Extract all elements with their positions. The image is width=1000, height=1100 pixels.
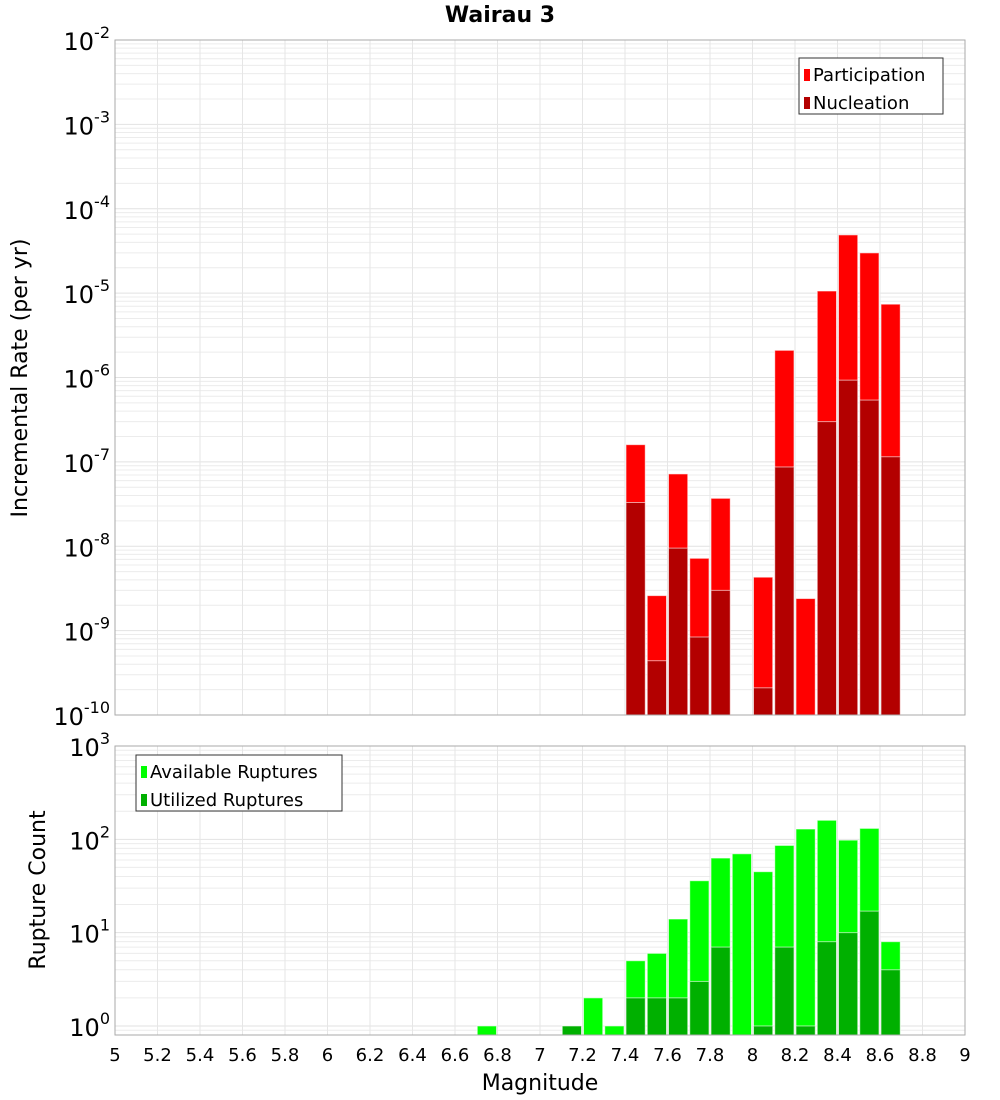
legend-box	[135, 754, 343, 812]
legend-label: Available Ruptures	[150, 762, 318, 783]
bar-nucleation	[646, 660, 667, 716]
y-tick-label: 10-5	[64, 276, 111, 309]
x-tick-label: 5.4	[186, 1045, 215, 1066]
x-tick-label: 6.6	[441, 1045, 470, 1066]
y-tick-label: 10-4	[64, 192, 111, 225]
bar-nucleation	[668, 547, 689, 716]
legend: Available Ruptures Utilized Ruptures	[135, 754, 343, 812]
x-tick-label: 6.8	[483, 1045, 512, 1066]
bar-utilized-ruptures	[838, 932, 859, 1036]
legend-swatch	[141, 794, 147, 806]
y-tick-label: 10-6	[64, 361, 111, 394]
bar-utilized-ruptures	[859, 910, 880, 1036]
y-tick-label: 100	[69, 1009, 110, 1042]
x-tick-label: 6.4	[398, 1045, 427, 1066]
x-tick-label: 7	[534, 1045, 545, 1066]
bar-nucleation	[859, 399, 880, 716]
x-tick-label: 5	[109, 1045, 120, 1066]
legend-label: Utilized Ruptures	[150, 790, 303, 811]
top-panel-rates: 10-2 10-3 10-4 10-5 10-6 10-7 10-8 10-9 10-10 Par…	[53, 23, 966, 731]
bar-participation	[795, 598, 816, 716]
bar-nucleation	[710, 589, 731, 716]
x-tick-label: 8.6	[866, 1045, 895, 1066]
bar-utilized-ruptures	[689, 980, 710, 1036]
x-tick-label: 8.2	[781, 1045, 810, 1066]
bar-utilized-ruptures	[668, 997, 689, 1036]
legend-swatch	[804, 97, 810, 109]
legend-label: Nucleation	[813, 93, 909, 114]
bar-utilized-ruptures	[774, 946, 795, 1036]
top-y-axis-label: Incremental Rate (per yr)	[8, 239, 33, 518]
y-tick-label: 10-2	[64, 23, 111, 56]
plot-border	[114, 745, 966, 1036]
y-tick-label: 102	[69, 822, 110, 855]
bar-available-ruptures	[476, 1025, 497, 1036]
legend-swatch	[141, 766, 147, 778]
bar-nucleation	[838, 379, 859, 716]
chart-title: Wairau 3	[445, 3, 555, 28]
bar-available-ruptures	[583, 997, 604, 1036]
bottom-panel-counts: 103 102 101 100 Available Ruptures Utilized R…	[69, 729, 970, 1066]
plot-border	[114, 39, 966, 716]
bar-available-ruptures	[731, 853, 752, 1036]
bar-utilized-ruptures	[625, 997, 646, 1036]
legend: Participation Nucleation	[798, 57, 944, 115]
legend-box	[798, 57, 944, 115]
bar-nucleation	[816, 421, 837, 716]
y-tick-label: 10-3	[64, 107, 111, 140]
y-tick-label: 101	[69, 916, 110, 949]
bar-nucleation	[753, 687, 774, 716]
x-tick-label: 7.4	[611, 1045, 640, 1066]
bar-nucleation	[625, 502, 646, 716]
bar-utilized-ruptures	[646, 997, 667, 1036]
bar-available-ruptures	[753, 871, 774, 1036]
x-tick-label: 5.6	[228, 1045, 257, 1066]
y-tick-label: 10-8	[64, 529, 111, 562]
y-tick-label: 10-7	[64, 445, 111, 478]
bar-nucleation	[689, 636, 710, 716]
bar-utilized-ruptures	[753, 1025, 774, 1036]
legend-label: Participation	[813, 65, 925, 86]
y-tick-label: 10-9	[64, 614, 111, 647]
x-tick-label: 7.8	[696, 1045, 725, 1066]
bar-utilized-ruptures	[710, 946, 731, 1036]
bar-utilized-ruptures	[795, 1025, 816, 1036]
bar-nucleation	[880, 456, 901, 716]
x-tick-label: 8.4	[823, 1045, 852, 1066]
bar-available-ruptures	[604, 1025, 625, 1036]
y-tick-label: 103	[69, 729, 110, 762]
bar-available-ruptures	[795, 828, 816, 1036]
x-tick-label: 7.6	[653, 1045, 682, 1066]
x-tick-label: 9	[959, 1045, 970, 1066]
bar-utilized-ruptures	[880, 969, 901, 1036]
legend-swatch	[804, 69, 810, 81]
x-tick-label: 6	[322, 1045, 333, 1066]
x-tick-label: 5.2	[143, 1045, 172, 1066]
x-tick-label: 7.2	[568, 1045, 597, 1066]
x-tick-label: 6.2	[356, 1045, 385, 1066]
bar-utilized-ruptures	[561, 1025, 582, 1036]
x-tick-label: 8	[747, 1045, 758, 1066]
bar-nucleation	[774, 466, 795, 716]
x-tick-label: 8.8	[908, 1045, 937, 1066]
y-tick-label: 10-10	[53, 698, 110, 731]
bottom-y-axis-label: Rupture Count	[26, 810, 51, 970]
x-axis-label: Magnitude	[482, 1071, 599, 1096]
x-tick-label: 5.8	[271, 1045, 300, 1066]
bar-utilized-ruptures	[816, 941, 837, 1036]
